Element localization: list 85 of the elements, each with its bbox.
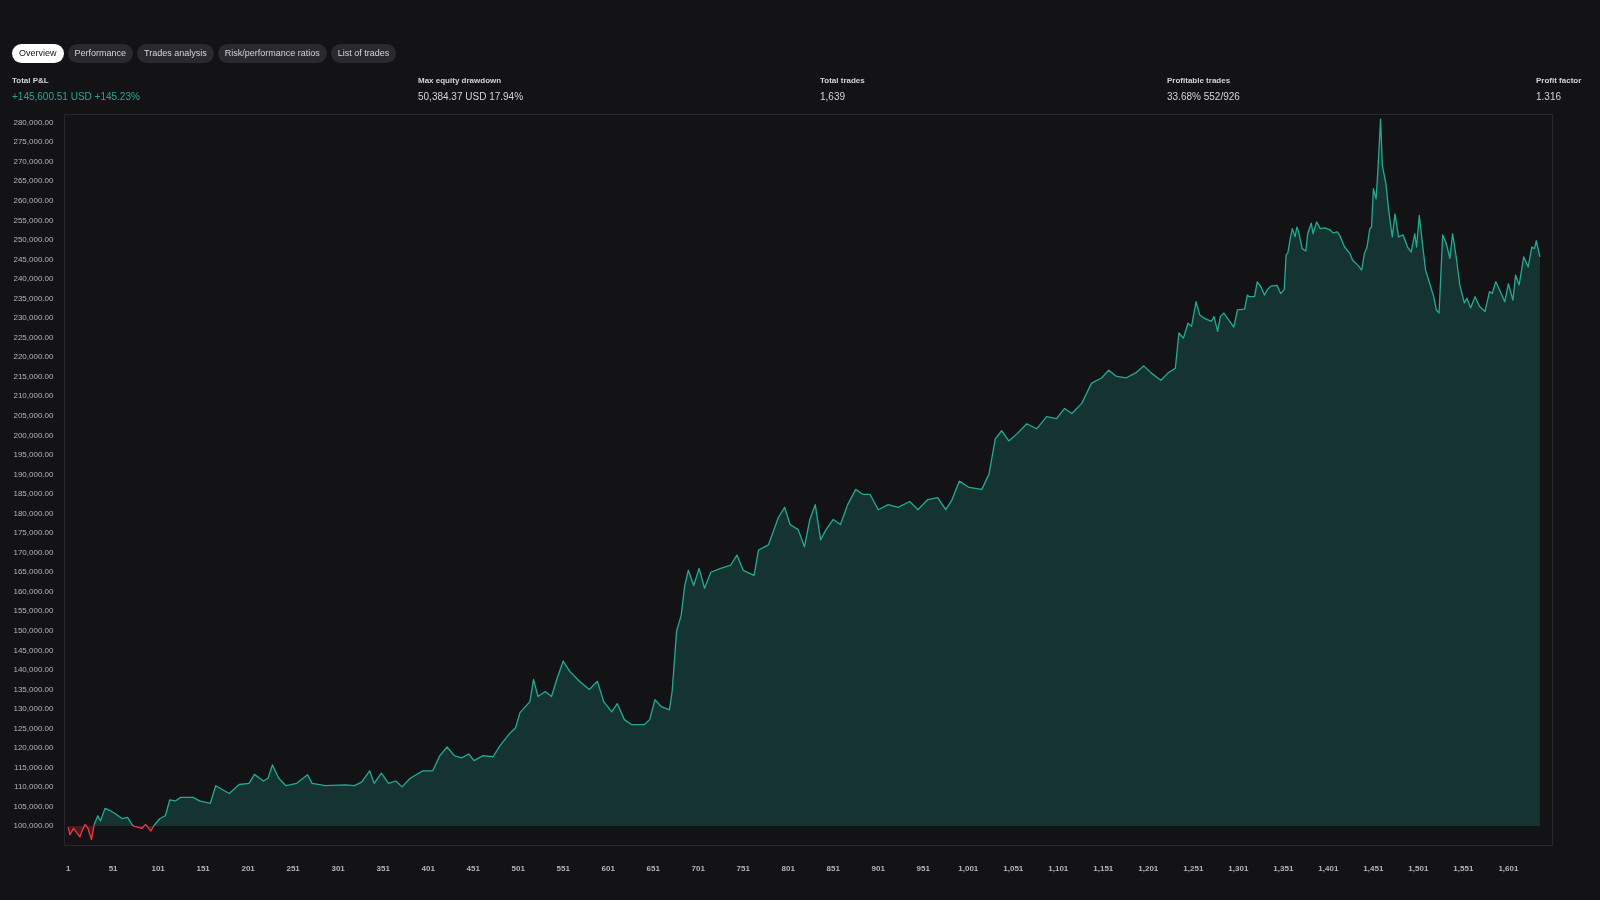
y-tick-label: 105,000.00 [13,801,55,811]
y-tick-label: 120,000.00 [13,743,55,753]
y-tick-label: 240,000.00 [13,274,55,284]
text: Profitable trades [1167,75,1232,87]
x-tick-label: 201 [241,863,256,873]
y-tick-label: 200,000.00 [13,430,55,440]
text: 1.316 [1536,90,1563,105]
y-tick-label: 115,000.00 [14,762,55,772]
x-tick-label: 901 [871,863,886,873]
x-tick-label: 301 [331,863,346,873]
x-tick-label: 351 [376,863,391,873]
y-tick-label: 155,000.00 [13,606,55,616]
text: Performance [67,44,134,63]
x-tick-label: 1,501 [1408,863,1429,873]
x-tick-label: 1,251 [1183,863,1204,873]
x-tick-label: 1,601 [1498,863,1519,873]
text: List of trades [330,44,397,63]
text: +145,600.51 USD +145.23% [12,90,140,105]
x-tick-label: 1,451 [1363,863,1384,873]
text: Trades analysis [137,44,214,63]
y-tick-label: 280,000.00 [13,117,55,127]
y-tick-label: 165,000.00 [13,567,55,577]
y-tick-label: 160,000.00 [13,586,55,596]
x-tick-label: 1,101 [1048,863,1069,873]
x-tick-label: 801 [781,863,796,873]
y-tick-label: 175,000.00 [13,528,55,538]
y-tick-label: 125,000.00 [13,723,55,733]
x-tick-label: 501 [511,863,526,873]
y-tick-label: 210,000.00 [13,391,55,401]
text: 50,384.37 USD 17.94% [418,90,524,105]
y-tick-label: 245,000.00 [13,254,55,264]
y-tick-label: 270,000.00 [13,156,55,166]
x-tick-label: 1,001 [958,863,979,873]
y-tick-label: 260,000.00 [13,196,55,205]
text: 33.68% 552/926 [1167,90,1240,105]
x-tick-label: 1,151 [1093,863,1114,873]
y-tick-label: 145,000.00 [13,645,55,655]
y-tick-label: 100,000.00 [13,821,55,831]
y-tick-label: 180,000.00 [13,508,55,518]
text: Risk/performance ratios [217,44,327,63]
x-tick-label: 1,351 [1273,863,1294,873]
x-tick-label: 101 [151,863,166,873]
y-tick-label: 135,000.00 [13,684,55,694]
text: Max equity drawdown [418,75,503,87]
y-tick-label: 150,000.00 [13,626,55,635]
x-tick-label: 701 [691,863,706,873]
x-tick-label: 151 [196,863,211,873]
x-tick-label: 1,401 [1318,863,1339,873]
y-tick-label: 170,000.00 [13,547,55,557]
x-tick-label: 451 [466,863,481,873]
x-tick-label: 1,051 [1003,863,1024,873]
x-tick-label: 1,201 [1138,863,1159,873]
y-tick-label: 275,000.00 [13,137,55,147]
y-tick-label: 205,000.00 [13,411,55,420]
y-tick-label: 130,000.00 [13,704,55,714]
text: Total trades [820,75,865,87]
y-tick-label: 265,000.00 [13,176,55,186]
x-tick-label: 951 [916,863,931,873]
y-tick-label: 195,000.00 [13,450,55,460]
y-tick-label: 110,000.00 [14,782,55,792]
text: Overview [12,44,64,63]
y-tick-label: 235,000.00 [13,293,55,303]
y-tick-label: 250,000.00 [13,235,55,245]
y-tick-label: 225,000.00 [13,332,55,342]
x-tick-label: 551 [556,863,571,873]
x-tick-label: 1,551 [1453,863,1474,873]
x-tick-label: 1 [65,863,71,873]
x-tick-label: 601 [601,863,616,873]
x-tick-label: 251 [286,863,301,873]
y-tick-label: 215,000.00 [13,371,55,381]
y-tick-label: 220,000.00 [13,352,55,362]
y-tick-label: 190,000.00 [13,469,55,479]
x-tick-label: 51 [108,863,119,873]
y-tick-label: 140,000.00 [13,665,55,675]
x-tick-label: 751 [736,863,751,873]
text: Total P&L [12,75,50,87]
y-tick-label: 230,000.00 [13,313,55,323]
y-tick-label: 255,000.00 [13,215,55,225]
x-tick-label: 1,301 [1228,863,1249,873]
x-tick-label: 401 [421,863,436,873]
y-tick-label: 185,000.00 [13,489,55,499]
text: Profit factor [1536,75,1582,87]
x-tick-label: 651 [646,863,661,873]
text: 1,639 [820,90,847,105]
x-tick-label: 851 [826,863,841,873]
